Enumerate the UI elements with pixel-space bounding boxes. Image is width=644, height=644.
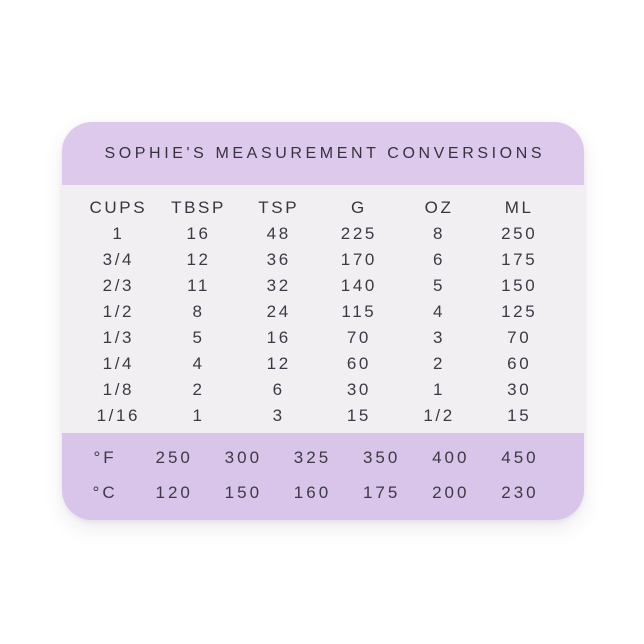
table-cell: 30 xyxy=(507,380,532,399)
table-cell: 1/8 xyxy=(102,380,135,399)
table-cell: 250 xyxy=(155,447,193,467)
table-cell: 1 xyxy=(192,406,205,425)
table-cell: 5 xyxy=(433,276,446,295)
table-cell: 36 xyxy=(266,250,291,269)
table-cell: 48 xyxy=(266,224,291,243)
table-cell: 400 xyxy=(432,447,470,467)
table-cell: 170 xyxy=(340,250,377,269)
table-row: 3/4 12 36 170 6 175 xyxy=(77,247,558,273)
table-cell: 115 xyxy=(341,302,377,321)
table-row: 1/2 8 24 115 4 125 xyxy=(77,299,558,325)
table-cell: 250 xyxy=(501,224,538,243)
table-cell: 70 xyxy=(507,328,532,347)
table-cell: 3 xyxy=(433,328,446,347)
table-row: 1 16 48 225 8 250 xyxy=(77,221,558,247)
table-cell: 2 xyxy=(433,354,446,373)
fahrenheit-row: °F 250 300 325 350 400 450 xyxy=(69,440,553,476)
column-header-tsp: TSP xyxy=(258,198,300,217)
table-cell: 150 xyxy=(501,276,538,295)
table-cell: 4 xyxy=(433,302,446,321)
table-cell: 2/3 xyxy=(102,276,135,295)
column-header-cups: CUPS xyxy=(89,198,148,217)
table-cell: 300 xyxy=(224,447,263,467)
table-cell: 1/16 xyxy=(96,406,141,425)
column-header-oz: OZ xyxy=(424,198,454,217)
table-cell: 120 xyxy=(155,483,193,503)
table-cell: 11 xyxy=(187,276,210,295)
table-cell: 32 xyxy=(266,276,291,295)
table-cell: 1/2 xyxy=(102,302,135,321)
table-cell: 230 xyxy=(501,483,539,503)
table-cell: 60 xyxy=(346,354,371,373)
table-cell: 8 xyxy=(192,302,205,321)
table-cell: 175 xyxy=(362,483,401,503)
table-cell: 1/3 xyxy=(102,328,135,347)
table-cell: 15 xyxy=(346,406,371,425)
table-row: 1/16 1 3 15 1/2 15 xyxy=(77,403,558,429)
table-cell: 350 xyxy=(362,447,401,467)
table-row: 1/3 5 16 70 3 70 xyxy=(77,325,558,351)
table-header-row: CUPS TBSP TSP G OZ ML xyxy=(77,195,558,221)
table-cell: 15 xyxy=(507,406,532,425)
table-cell: 24 xyxy=(266,302,291,321)
table-cell: 1 xyxy=(112,224,125,243)
table-cell: 175 xyxy=(501,250,538,269)
table-cell: 6 xyxy=(272,380,285,399)
table-cell: 60 xyxy=(507,354,532,373)
temperature-band: °F 250 300 325 350 400 450 °C 120 150 16… xyxy=(62,433,584,520)
table-cell: 160 xyxy=(293,483,332,503)
table-cell: 30 xyxy=(346,380,371,399)
title-band: SOPHIE'S MEASUREMENT CONVERSIONS xyxy=(62,122,584,185)
table-cell: 3/4 xyxy=(102,250,135,269)
table-cell: 450 xyxy=(501,447,539,467)
column-header-tbsp: TBSP xyxy=(171,198,226,217)
table-cell: 8 xyxy=(433,224,446,243)
table-cell: 225 xyxy=(340,224,377,243)
table-cell: 12 xyxy=(266,354,291,373)
conversion-chart-magnet: SOPHIE'S MEASUREMENT CONVERSIONS CUPS TB… xyxy=(62,122,584,520)
table-cell: 4 xyxy=(192,354,205,373)
table-cell: 70 xyxy=(346,328,371,347)
table-cell: 6 xyxy=(433,250,446,269)
table-row: 2/3 11 32 140 5 150 xyxy=(77,273,558,299)
table-cell: 325 xyxy=(293,447,332,467)
column-header-ml: ML xyxy=(504,198,534,217)
table-cell: 3 xyxy=(272,406,285,425)
magnet-title: SOPHIE'S MEASUREMENT CONVERSIONS xyxy=(104,144,546,162)
table-cell: 125 xyxy=(501,302,538,321)
table-cell: 1 xyxy=(433,380,446,399)
column-header-g: G xyxy=(350,198,367,217)
table-cell: 1/4 xyxy=(102,354,135,373)
celsius-row: °C 120 150 160 175 200 230 xyxy=(69,476,553,512)
table-cell: 16 xyxy=(266,328,291,347)
table-cell: 2 xyxy=(192,380,205,399)
table-row: 1/4 4 12 60 2 60 xyxy=(77,351,558,377)
table-cell: 140 xyxy=(340,276,377,295)
table-row: 1/8 2 6 30 1 30 xyxy=(77,377,558,403)
fahrenheit-label: °F xyxy=(93,447,117,467)
table-cell: 150 xyxy=(224,483,263,503)
table-cell: 5 xyxy=(192,328,205,347)
celsius-label: °C xyxy=(92,483,118,503)
table-cell: 16 xyxy=(186,224,211,243)
table-cell: 200 xyxy=(432,483,470,503)
table-cell: 12 xyxy=(186,250,211,269)
conversion-table: CUPS TBSP TSP G OZ ML 1 16 48 225 8 250 … xyxy=(62,185,584,433)
table-cell: 1/2 xyxy=(423,406,455,425)
